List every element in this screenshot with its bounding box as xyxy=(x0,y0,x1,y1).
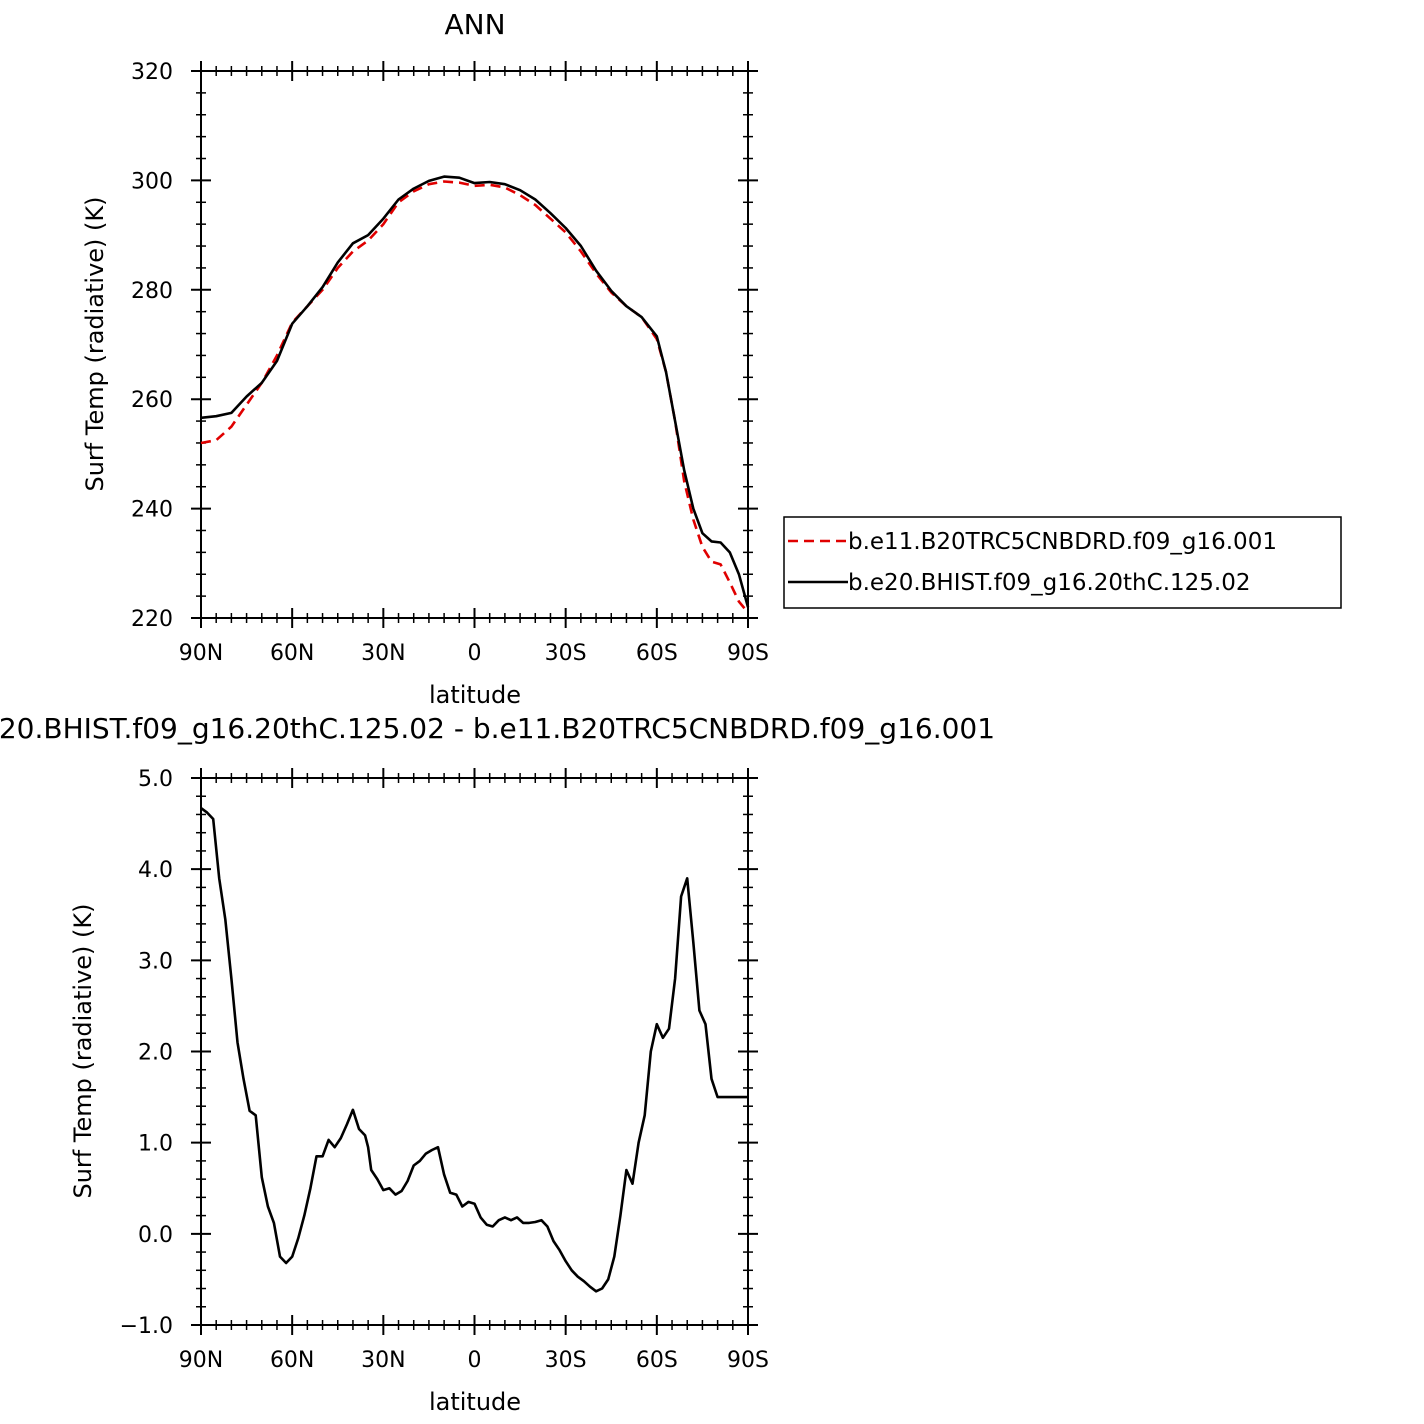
x-tick-label: 60N xyxy=(270,1348,314,1373)
top-axis-ticks xyxy=(191,61,758,628)
top-series-line-1 xyxy=(200,175,750,608)
y-tick-label: 240 xyxy=(131,498,173,523)
top-y-tick-labels: 220 240 260 280 300 320 xyxy=(131,60,173,632)
x-tick-label: 90N xyxy=(179,641,223,666)
bottom-y-axis-label: Surf Temp (radiative) (K) xyxy=(69,903,97,1198)
bottom-axis-ticks xyxy=(191,768,758,1335)
bottom-chart-title: b.e20.BHIST.f09_g16.20thC.125.02 - b.e11… xyxy=(0,712,995,745)
bottom-x-tick-labels: 90N 60N 30N 0 30S 60S 90S xyxy=(179,1348,769,1373)
x-tick-label: 90S xyxy=(727,641,769,666)
y-tick-label: −1.0 xyxy=(120,1314,173,1339)
bottom-y-tick-labels: −1.0 0.0 1.0 2.0 3.0 4.0 5.0 xyxy=(120,767,173,1339)
x-tick-label: 60S xyxy=(636,1348,678,1373)
y-tick-label: 2.0 xyxy=(138,1041,173,1066)
y-tick-label: 3.0 xyxy=(138,949,173,974)
legend: b.e11.B20TRC5CNBDRD.f09_g16.001 b.e20.BH… xyxy=(783,516,1342,609)
bottom-panel: b.e20.BHIST.f09_g16.20thC.125.02 - b.e11… xyxy=(0,712,995,1416)
x-tick-label: 0 xyxy=(468,1348,482,1373)
bottom-series-group xyxy=(200,807,748,1293)
y-tick-label: 260 xyxy=(131,388,173,413)
top-chart-title: ANN xyxy=(444,8,505,41)
y-tick-label: 5.0 xyxy=(138,767,173,792)
x-tick-label: 30S xyxy=(545,1348,587,1373)
x-tick-label: 60N xyxy=(270,641,314,666)
legend-label-0: b.e11.B20TRC5CNBDRD.f09_g16.001 xyxy=(848,529,1277,555)
y-tick-label: 0.0 xyxy=(138,1223,173,1248)
bottom-plot-frame xyxy=(200,777,749,1326)
y-tick-label: 4.0 xyxy=(138,858,173,883)
x-tick-label: 60S xyxy=(636,641,678,666)
top-x-axis-label: latitude xyxy=(429,681,521,709)
x-tick-label: 30S xyxy=(545,641,587,666)
y-tick-label: 220 xyxy=(131,607,173,632)
x-tick-label: 30N xyxy=(361,1348,405,1373)
y-tick-label: 1.0 xyxy=(138,1132,173,1157)
top-x-tick-labels: 90N 60N 30N 0 30S 60S 90S xyxy=(179,641,769,666)
x-tick-label: 30N xyxy=(361,641,405,666)
y-tick-label: 320 xyxy=(131,60,173,85)
x-tick-label: 0 xyxy=(468,641,482,666)
legend-label-1: b.e20.BHIST.f09_g16.20thC.125.02 xyxy=(848,570,1250,596)
x-tick-label: 90N xyxy=(179,1348,223,1373)
legend-box xyxy=(783,516,1342,609)
bottom-series-line-0 xyxy=(200,807,748,1293)
top-series-group xyxy=(200,175,750,614)
top-series-line-0 xyxy=(200,180,749,614)
bottom-x-axis-label: latitude xyxy=(429,1388,521,1416)
top-y-axis-label: Surf Temp (radiative) (K) xyxy=(81,196,109,491)
top-panel: ANN 90N 60N 30N 0 30S 60S 90S 220 240 260 280 300 3… xyxy=(81,8,769,709)
y-tick-label: 300 xyxy=(131,169,173,194)
top-plot-frame xyxy=(200,70,749,619)
y-tick-label: 280 xyxy=(131,279,173,304)
x-tick-label: 90S xyxy=(727,1348,769,1373)
